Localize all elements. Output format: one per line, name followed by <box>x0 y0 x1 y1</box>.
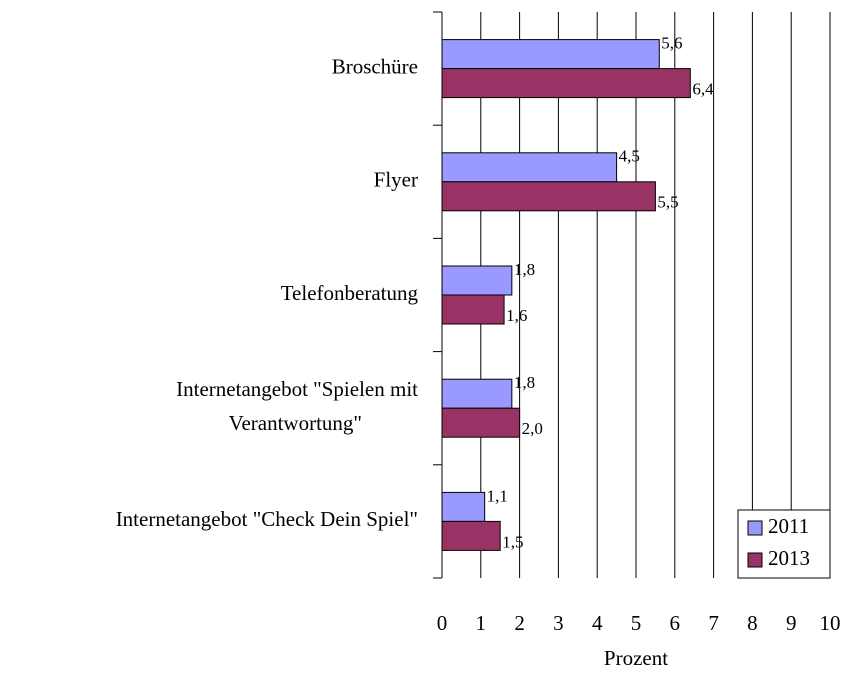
legend-swatch <box>747 552 763 568</box>
x-tick-label: 4 <box>592 611 603 635</box>
x-tick-label: 10 <box>820 611 841 635</box>
value-label: 1,5 <box>502 532 523 551</box>
value-label: 2,0 <box>522 419 543 438</box>
bar <box>441 265 513 296</box>
value-label: 6,4 <box>692 80 714 99</box>
y-tick-label: Internetangebot "Check Dein Spiel" <box>116 507 418 531</box>
bar <box>441 68 691 99</box>
bar <box>441 378 513 409</box>
value-label: 1,6 <box>506 306 527 325</box>
value-label: 1,8 <box>514 373 535 392</box>
legend-label: 2013 <box>768 546 810 570</box>
value-label: 4,5 <box>619 147 640 166</box>
bar <box>441 407 521 438</box>
x-tick-label: 1 <box>476 611 487 635</box>
y-tick-label: Broschüre <box>332 54 418 78</box>
x-tick-label: 7 <box>708 611 719 635</box>
x-tick-label: 5 <box>631 611 642 635</box>
x-tick-label: 6 <box>670 611 681 635</box>
bar <box>441 294 505 325</box>
bar <box>441 39 660 70</box>
y-tick-label: Flyer <box>374 168 418 192</box>
bar <box>441 491 486 522</box>
y-tick-label: Internetangebot "Spielen mit Verantwortun… <box>176 377 418 435</box>
x-tick-label: 0 <box>437 611 448 635</box>
value-label: 5,6 <box>661 34 682 53</box>
bar <box>441 181 656 212</box>
x-tick-label: 8 <box>747 611 758 635</box>
bar <box>441 152 618 183</box>
x-axis-label: Prozent <box>604 646 668 670</box>
x-tick-label: 3 <box>553 611 564 635</box>
legend-label: 2011 <box>768 514 809 538</box>
value-label: 1,1 <box>487 486 508 505</box>
x-tick-label: 2 <box>514 611 525 635</box>
y-tick-label: Telefonberatung <box>281 281 419 305</box>
x-tick-label: 9 <box>786 611 797 635</box>
legend-swatch <box>747 520 763 536</box>
value-label: 1,8 <box>514 260 535 279</box>
value-label: 5,5 <box>657 193 678 212</box>
bar <box>441 520 501 551</box>
